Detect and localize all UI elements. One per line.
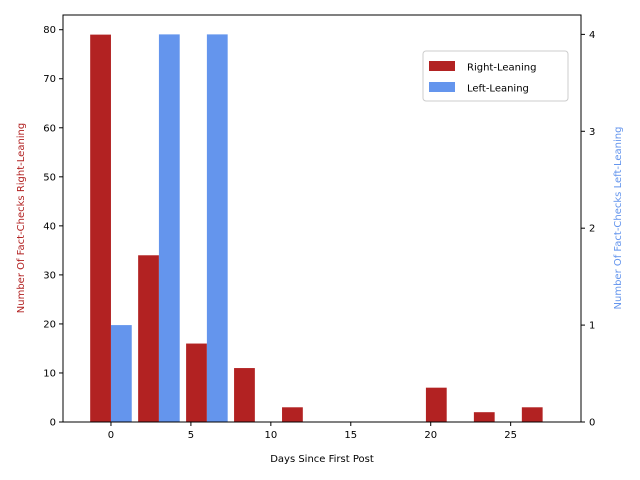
left-y-tick-label: 10 [43,368,56,379]
x-axis: 0 5 10 15 20 25 [108,422,517,441]
bar-right-leaning-5 [425,387,447,422]
left-y-tick-label: 30 [43,270,56,281]
legend: Right-Leaning Left-Leaning [422,50,569,102]
left-y-tick-label: 40 [43,221,56,232]
bar-right-leaning-6 [473,412,495,422]
left-y-tick-label: 0 [50,418,56,429]
left-y-tick-label: 20 [43,319,56,330]
legend-swatch-right-leaning [429,61,455,71]
plot-frame [62,14,582,423]
left-y-axis-label: Number Of Fact-Checks Right-Leaning [16,123,27,313]
bar-right-leaning-4 [282,407,303,422]
bar-right-leaning-0 [90,34,111,423]
x-tick-label: 15 [344,430,357,441]
x-tick-label: 25 [504,430,517,441]
left-y-tick-label: 50 [43,172,56,183]
x-tick-label: 5 [188,430,194,441]
bar-right-leaning-7 [521,407,543,422]
left-y-tick-label: 60 [43,123,56,134]
legend-swatch-left-leaning [429,82,455,92]
right-y-axis: 0 1 2 3 4 [581,30,595,429]
legend-label-right-leaning: Right-Leaning [467,63,536,74]
legend-label-left-leaning: Left-Leaning [467,84,529,95]
right-y-tick-label: 1 [589,321,595,332]
legend-box [422,50,569,102]
right-y-tick-label: 3 [589,127,595,138]
left-y-tick-label: 70 [43,74,56,85]
left-y-axis: 0 10 20 30 40 50 60 70 80 [43,25,63,429]
bar-left-leaning-1 [158,34,180,422]
bars-layer [90,34,543,423]
bar-left-leaning-2 [206,34,228,422]
right-y-axis-label: Number Of Fact-Checks Left-Leaning [613,127,624,310]
x-tick-label: 20 [424,430,437,441]
bar-right-leaning-3 [234,368,255,422]
right-y-tick-label: 4 [589,30,595,41]
x-tick-label: 0 [108,430,114,441]
x-axis-label: Days Since First Post [270,454,374,465]
left-y-tick-label: 80 [43,25,56,36]
bar-left-leaning-0 [110,325,132,422]
right-y-tick-label: 2 [589,224,595,235]
bar-right-leaning-2 [186,343,207,422]
x-tick-label: 10 [264,430,277,441]
bar-right-leaning-1 [138,255,159,422]
right-y-tick-label: 0 [589,418,595,429]
